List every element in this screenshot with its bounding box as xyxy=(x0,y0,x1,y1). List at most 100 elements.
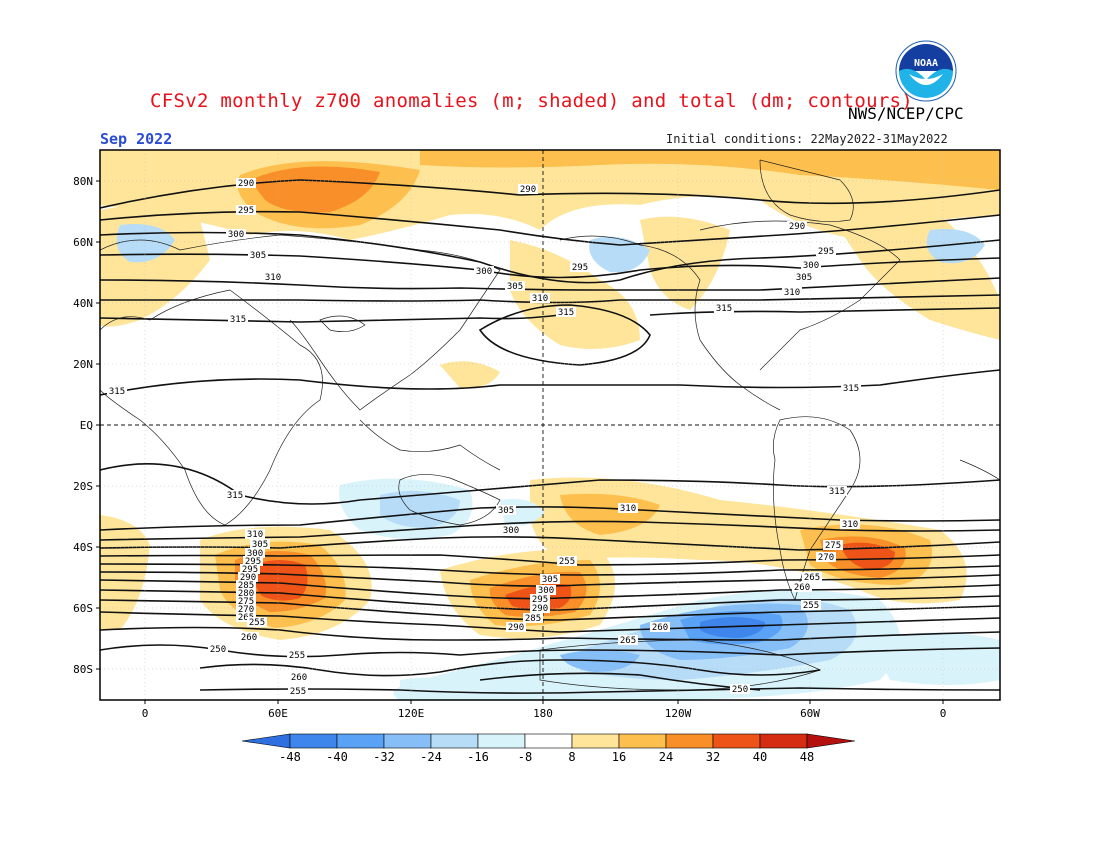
colorbar-segment xyxy=(241,733,291,749)
colorbar-label: 8 xyxy=(568,750,575,764)
contour-label: 260 xyxy=(241,633,257,643)
lat-label: 40N xyxy=(73,297,93,310)
contour-label: 275 xyxy=(825,541,841,551)
contour-label-bg xyxy=(474,266,494,276)
contour-label-bg xyxy=(225,490,245,500)
contour-label: 295 xyxy=(818,247,834,257)
contour-label: 265 xyxy=(804,573,820,583)
contour-label: 305 xyxy=(542,575,558,585)
lat-label: 20S xyxy=(73,480,93,493)
colorbar-segment xyxy=(618,733,667,749)
contour-label: 310 xyxy=(532,294,548,304)
contour-label: 300 xyxy=(247,549,263,559)
logo-text: NOAA xyxy=(914,58,938,69)
contour-label-bg xyxy=(236,612,256,622)
contour-label: 255 xyxy=(289,651,305,661)
lon-label: 120E xyxy=(398,707,425,720)
contour-label-bg xyxy=(714,303,734,313)
contour-label-bg xyxy=(240,564,260,574)
agency-label: NWS/NCEP/CPC xyxy=(848,104,964,123)
contour-label-bg xyxy=(247,617,267,627)
contour-label-bg xyxy=(236,596,256,606)
contour-label: 295 xyxy=(245,557,261,567)
contour-label-bg xyxy=(530,293,550,303)
contour-label: 290 xyxy=(789,222,805,232)
contour-label-bg xyxy=(557,556,577,566)
contour-label: 310 xyxy=(784,288,800,298)
contour-label: 265 xyxy=(620,636,636,646)
contour-label: 300 xyxy=(538,586,554,596)
lon-label: 60W xyxy=(800,707,820,720)
lon-label: 0 xyxy=(940,707,947,720)
contour-label-bg xyxy=(530,603,550,613)
contour-label-bg xyxy=(263,272,283,282)
latitude-ticks xyxy=(96,180,100,670)
contour-label-bg xyxy=(289,672,309,682)
colorbar-segment xyxy=(336,733,385,749)
colorbar: -48 -40 -32 -24 -16 -8 8 16 24 32 40 48 xyxy=(241,733,856,764)
lat-label: 60S xyxy=(73,602,93,615)
contour-label: 270 xyxy=(238,605,254,615)
contour-label-bg xyxy=(226,229,246,239)
contour-label: 290 xyxy=(240,573,256,583)
contour-label-bg xyxy=(782,287,802,297)
contour-label: 315 xyxy=(227,491,243,501)
contour-label-bg xyxy=(801,600,821,610)
contour-label: 310 xyxy=(247,530,263,540)
contour-label-bg xyxy=(248,250,268,260)
contour-label: 265 xyxy=(238,613,254,623)
contour-label: 305 xyxy=(796,273,812,283)
contour-label-bg xyxy=(288,686,308,696)
colorbar-label: -40 xyxy=(326,750,348,764)
contour-label-bg xyxy=(245,529,265,539)
colorbar-segment xyxy=(289,733,338,749)
contour-label-bg xyxy=(540,574,560,584)
contour-label-bg xyxy=(245,548,265,558)
contour-label: 300 xyxy=(228,230,244,240)
contour-label: 285 xyxy=(238,581,254,591)
contour-label-bg xyxy=(618,503,638,513)
colorbar-label: -8 xyxy=(518,750,532,764)
contour-label: 290 xyxy=(508,623,524,633)
lon-label: 60E xyxy=(268,707,288,720)
colorbar-segment xyxy=(524,733,573,749)
colorbar-segment xyxy=(712,733,761,749)
colorbar-label: 32 xyxy=(706,750,720,764)
contour-label: 270 xyxy=(818,553,834,563)
contour-label-bg xyxy=(238,572,258,582)
contour-label: 300 xyxy=(503,526,519,536)
contour-label: 310 xyxy=(620,504,636,514)
colorbar-segment xyxy=(430,733,479,749)
contour-label: 250 xyxy=(210,645,226,655)
colorbar-segment xyxy=(477,733,526,749)
contour-label-bg xyxy=(556,307,576,317)
colorbar-label: -16 xyxy=(467,750,489,764)
contour-label: 310 xyxy=(265,273,281,283)
contour-label: 305 xyxy=(250,251,266,261)
contour-label-bg xyxy=(650,622,670,632)
contour-label: 315 xyxy=(558,308,574,318)
chart-title: CFSv2 monthly z700 anomalies (m; shaded)… xyxy=(150,90,914,112)
contour-label: 290 xyxy=(532,604,548,614)
contour-label: 305 xyxy=(498,506,514,516)
colorbar-label: -32 xyxy=(373,750,395,764)
colorbar-segment xyxy=(665,733,714,749)
contour-label-bg xyxy=(536,585,556,595)
contour-label-bg xyxy=(496,505,516,515)
contour-label-bg xyxy=(518,184,538,194)
contour-label: 260 xyxy=(291,673,307,683)
contour-label-bg xyxy=(236,580,256,590)
contour-label: 255 xyxy=(249,618,265,628)
contour-label-bg xyxy=(287,650,307,660)
contour-label: 250 xyxy=(732,685,748,695)
contour-label-bg xyxy=(228,314,248,324)
lat-label: 80S xyxy=(73,663,93,676)
contour-label-bg xyxy=(236,178,256,188)
contour-label: 290 xyxy=(520,185,536,195)
contour-label: 315 xyxy=(109,387,125,397)
contour-label-bg xyxy=(236,604,256,614)
contour-label-bg xyxy=(250,539,270,549)
contour-label-bg xyxy=(570,262,590,272)
lon-label: 120W xyxy=(665,707,692,720)
contour-label-bg xyxy=(107,386,127,396)
